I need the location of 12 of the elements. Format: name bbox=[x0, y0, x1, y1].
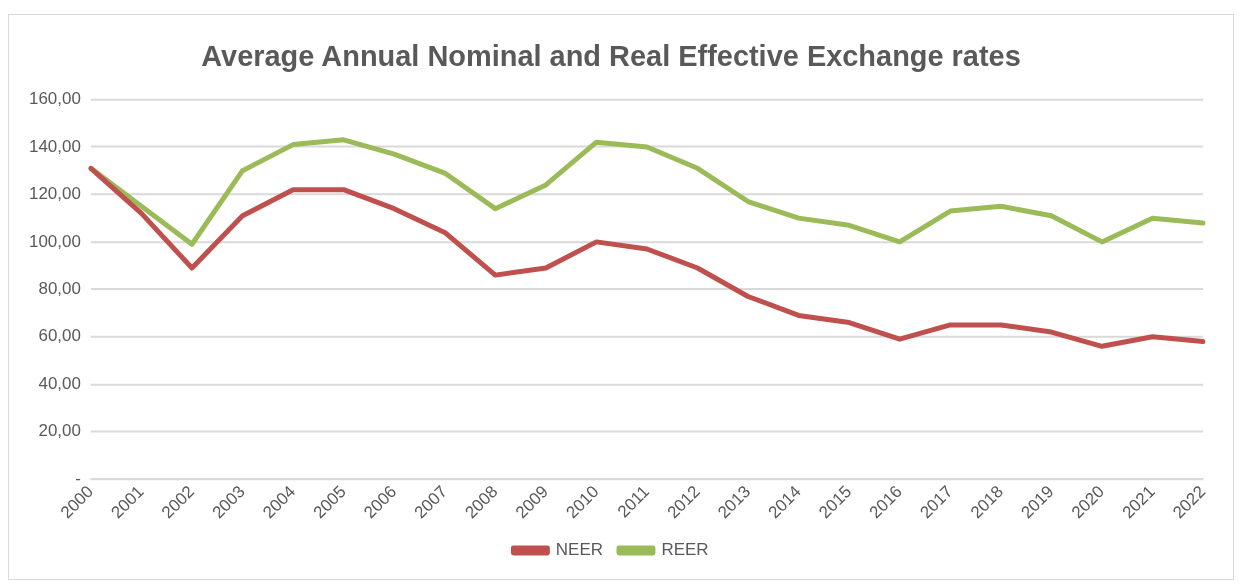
y-tick-label: 120,00 bbox=[29, 184, 81, 204]
legend-label: REER bbox=[661, 540, 709, 560]
y-tick-label: 100,00 bbox=[29, 231, 81, 251]
y-tick-label: 40,00 bbox=[38, 373, 81, 393]
y-tick-label: 60,00 bbox=[38, 326, 81, 346]
legend-label: NEER bbox=[555, 540, 603, 560]
chart-title: Average Annual Nominal and Real Effective Exchange rates bbox=[201, 40, 1021, 73]
y-tick-label: 80,00 bbox=[38, 279, 81, 299]
y-tick-label: 20,00 bbox=[38, 421, 81, 441]
y-tick-label: 160,00 bbox=[29, 89, 81, 109]
y-tick-label: - bbox=[75, 468, 81, 488]
y-tick-label: 140,00 bbox=[29, 136, 81, 156]
